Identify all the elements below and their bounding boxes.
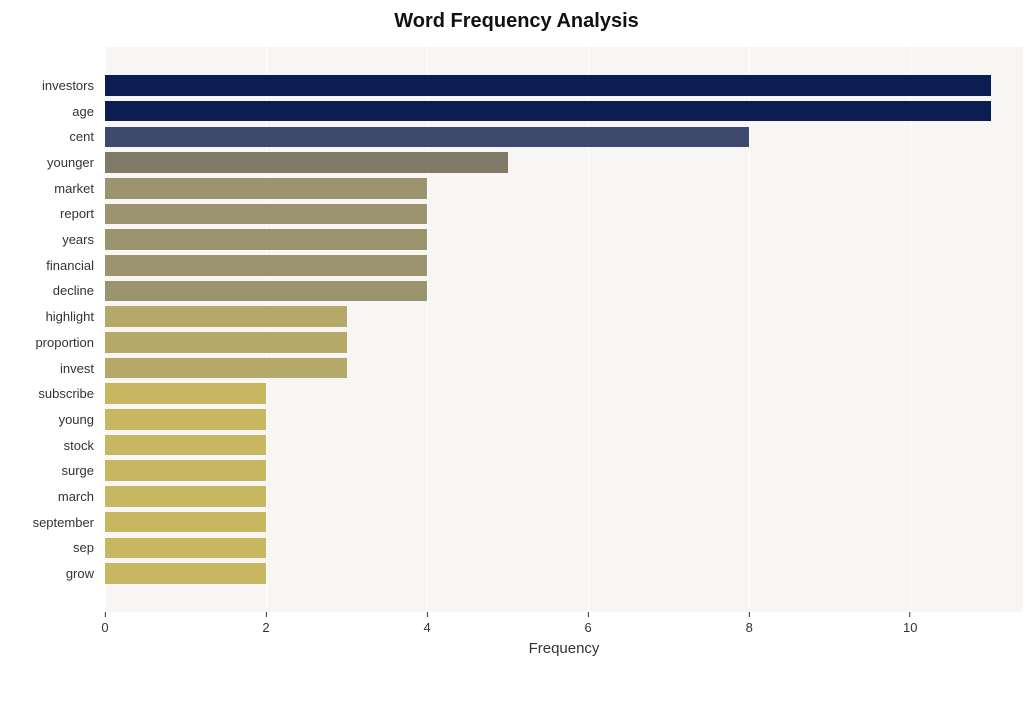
y-tick-label: subscribe (38, 381, 100, 407)
bar (105, 486, 266, 507)
bar (105, 75, 991, 96)
y-tick-label: sep (73, 535, 100, 561)
bar (105, 152, 508, 173)
chart-title: Word Frequency Analysis (10, 10, 1023, 33)
bar (105, 435, 266, 456)
chart-container: Word Frequency Analysis 0246810Frequency… (0, 0, 1033, 701)
bar (105, 383, 266, 404)
bar-row (105, 383, 1023, 404)
bar (105, 101, 991, 122)
bar-row (105, 75, 1023, 96)
bar (105, 255, 427, 276)
plot-area: 0246810Frequency investorsagecentyounger… (10, 47, 1023, 657)
y-tick-label: investors (42, 73, 100, 99)
bar-row (105, 460, 1023, 481)
x-tick: 0 (101, 612, 108, 635)
bar (105, 306, 347, 327)
y-tick-label: young (59, 407, 100, 433)
bar-row (105, 563, 1023, 584)
bar-row (105, 204, 1023, 225)
y-tick-label: report (60, 201, 100, 227)
bar-row (105, 512, 1023, 533)
y-tick-label: decline (53, 278, 100, 304)
y-tick-label: surge (61, 458, 100, 484)
bar (105, 358, 347, 379)
bar (105, 281, 427, 302)
y-tick-label: years (62, 227, 100, 253)
bar (105, 538, 266, 559)
bar (105, 512, 266, 533)
bar-row (105, 358, 1023, 379)
bar-row (105, 229, 1023, 250)
bar-row (105, 435, 1023, 456)
bar-row (105, 332, 1023, 353)
bar (105, 563, 266, 584)
bar (105, 204, 427, 225)
y-tick-label: highlight (46, 304, 100, 330)
x-tick: 6 (585, 612, 592, 635)
bar-row (105, 409, 1023, 430)
plot-inner: 0246810Frequency (105, 47, 1023, 612)
bar (105, 332, 347, 353)
y-tick-label: cent (69, 124, 100, 150)
bar (105, 229, 427, 250)
bar-row (105, 281, 1023, 302)
y-tick-label: invest (60, 355, 100, 381)
y-tick-label: financial (46, 252, 100, 278)
y-tick-label: age (72, 98, 100, 124)
y-tick-label: stock (64, 432, 100, 458)
bar (105, 460, 266, 481)
x-axis-label: Frequency (529, 640, 600, 657)
x-tick: 8 (746, 612, 753, 635)
x-tick: 4 (423, 612, 430, 635)
bar-row (105, 255, 1023, 276)
y-tick-label: market (54, 175, 100, 201)
bar-row (105, 178, 1023, 199)
bar (105, 178, 427, 199)
y-tick-label: march (58, 484, 100, 510)
y-tick-label: grow (66, 561, 100, 587)
bar-row (105, 127, 1023, 148)
bar-row (105, 486, 1023, 507)
bar (105, 409, 266, 430)
bar-row (105, 101, 1023, 122)
bar-row (105, 306, 1023, 327)
bar-row (105, 538, 1023, 559)
bar-row (105, 152, 1023, 173)
bar (105, 127, 749, 148)
x-tick: 10 (903, 612, 917, 635)
y-tick-label: younger (47, 150, 100, 176)
y-tick-label: september (33, 509, 100, 535)
y-tick-label: proportion (35, 330, 100, 356)
x-tick: 2 (262, 612, 269, 635)
